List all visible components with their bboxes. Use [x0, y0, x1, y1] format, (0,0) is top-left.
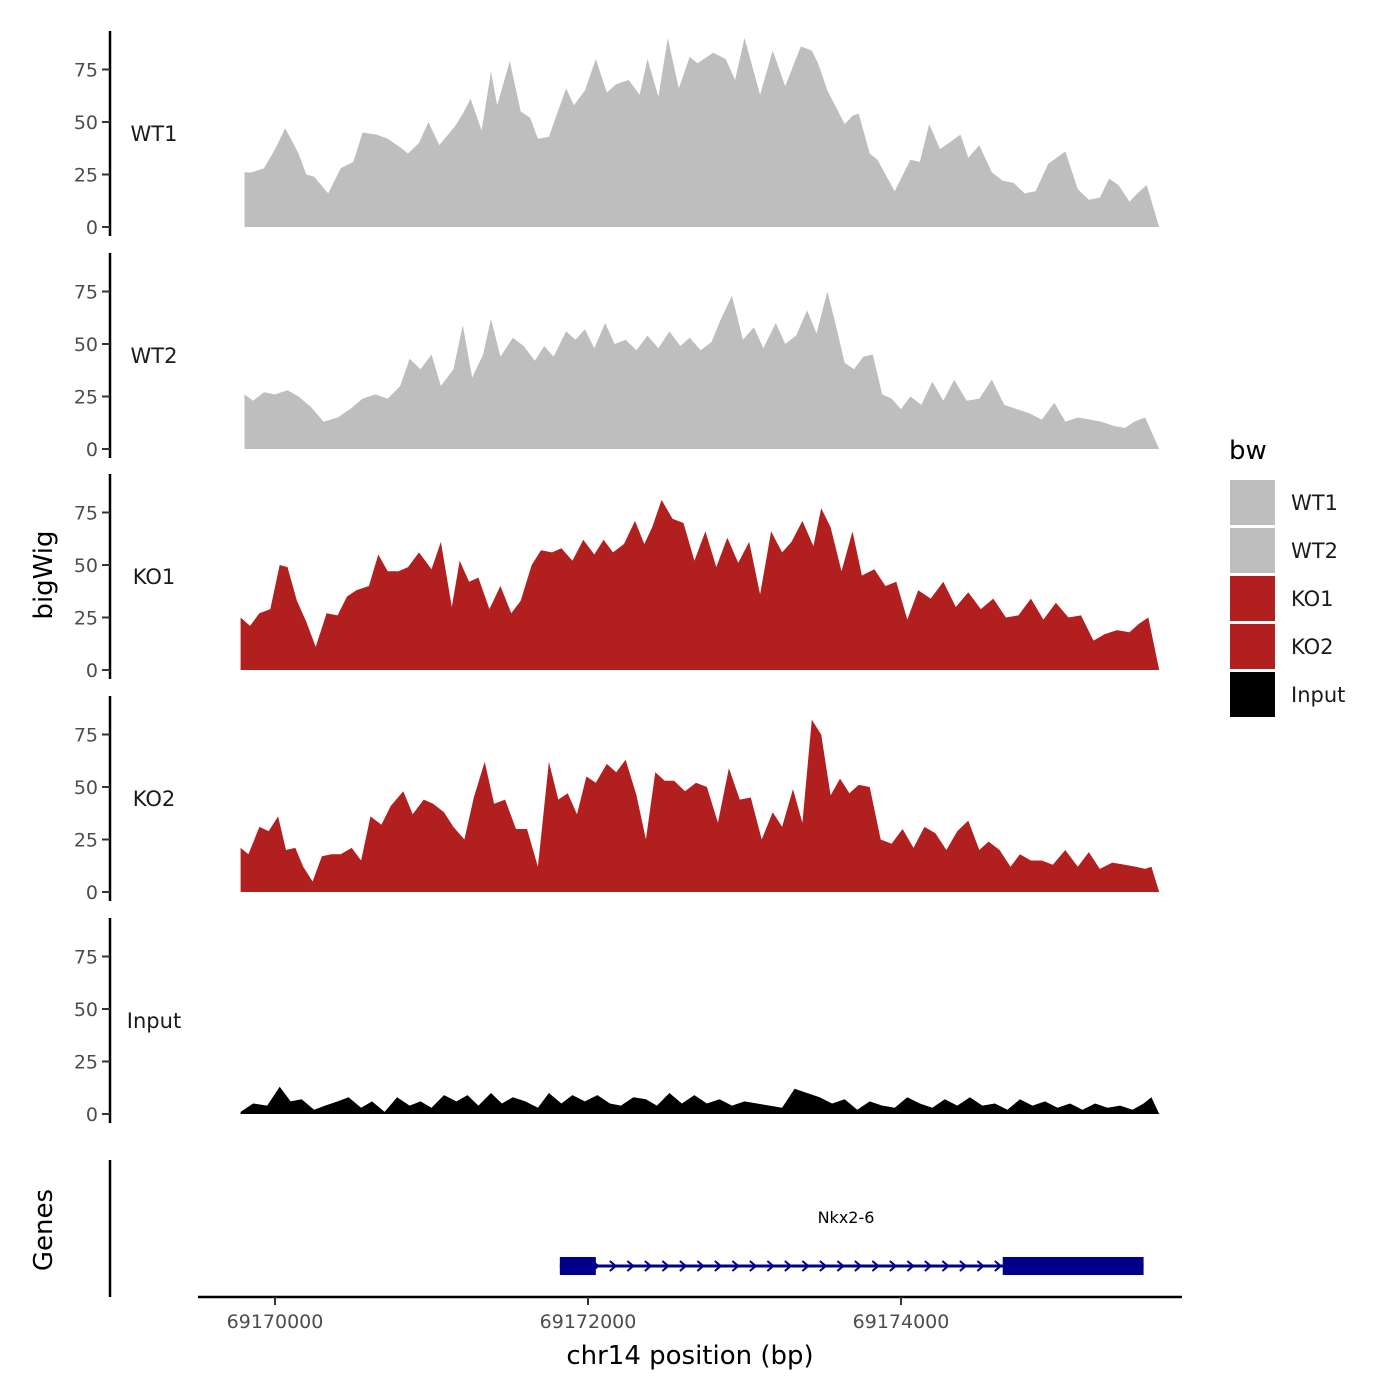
y-tick-label: 50: [74, 555, 98, 577]
legend-key-wt1: [1230, 480, 1275, 525]
strand-arrow: [714, 1260, 723, 1272]
gene-label: Nkx2-6: [818, 1208, 875, 1227]
track-label-wt1: WT1: [131, 122, 178, 146]
genes-track-title: Genes: [29, 1189, 59, 1271]
coverage-area-ko2: [240, 719, 1160, 892]
y-tick-label: 25: [74, 830, 98, 852]
x-tick-label: 69172000: [540, 1311, 637, 1333]
strand-arrow: [819, 1260, 828, 1272]
strand-arrow: [679, 1260, 688, 1272]
y-tick-label: 25: [74, 387, 98, 409]
strand-arrow: [661, 1260, 670, 1272]
strand-arrow: [994, 1260, 1003, 1272]
y-tick-label: 75: [74, 282, 98, 304]
y-tick-label: 0: [86, 882, 98, 904]
strand-arrow: [871, 1260, 880, 1272]
strand-arrow: [959, 1260, 968, 1272]
y-tick-label: 50: [74, 999, 98, 1021]
x-tick-label: 69170000: [227, 1311, 324, 1333]
strand-arrow: [731, 1260, 740, 1272]
strand-arrow: [696, 1260, 705, 1272]
legend-label-ko1: KO1: [1291, 587, 1334, 611]
genes-track: Nkx2-6: [108, 1160, 1144, 1297]
legend-label-ko2: KO2: [1291, 635, 1334, 659]
y-tick-label: 75: [74, 60, 98, 82]
track-label-input: Input: [127, 1009, 181, 1033]
x-tick-label: 69174000: [853, 1311, 950, 1333]
y-tick-label: 75: [74, 503, 98, 525]
legend-key-ko1: [1230, 576, 1275, 621]
y-tick-label: 0: [86, 1104, 98, 1126]
strand-arrow: [749, 1260, 758, 1272]
y-tick-label: 25: [74, 608, 98, 630]
strand-arrow: [766, 1260, 775, 1272]
legend-label-wt1: WT1: [1291, 491, 1338, 515]
legend-key-wt2: [1230, 528, 1275, 573]
legend-label-wt2: WT2: [1291, 539, 1338, 563]
gene-exon: [559, 1257, 596, 1275]
track-label-wt2: WT2: [131, 344, 178, 368]
strand-arrow: [644, 1260, 653, 1272]
strand-arrow: [626, 1260, 635, 1272]
y-tick-label: 75: [74, 725, 98, 747]
strand-arrow: [889, 1260, 898, 1272]
y-tick-label: 0: [86, 439, 98, 461]
strand-arrow: [609, 1260, 618, 1272]
legend-key-ko2: [1230, 624, 1275, 669]
strand-arrow: [801, 1260, 810, 1272]
y-tick-label: 0: [86, 660, 98, 682]
y-tick-label: 75: [74, 947, 98, 969]
y-tick-label: 0: [86, 217, 98, 239]
track-label-ko1: KO1: [133, 565, 176, 589]
x-axis-title: chr14 position (bp): [566, 1341, 813, 1371]
gene-exon: [1002, 1257, 1144, 1275]
legend-title: bw: [1229, 436, 1267, 466]
coverage-area-input: [240, 1086, 1160, 1114]
strand-arrow: [836, 1260, 845, 1272]
coverage-area-ko1: [240, 499, 1160, 670]
coverage-tracks: 0 25 50 75 WT1 0 25 50 75 WT2 0 25 50 75 KO1 0 25 50 75 KO2…: [74, 31, 1160, 1126]
y-tick-label: 50: [74, 112, 98, 134]
legend: bw WT1 WT2 KO1 KO2 Input: [1229, 436, 1345, 717]
y-tick-label: 50: [74, 334, 98, 356]
legend-label-input: Input: [1291, 683, 1345, 707]
track-label-ko2: KO2: [133, 787, 176, 811]
y-tick-label: 25: [74, 165, 98, 187]
x-axis: 69170000 69172000 69174000: [198, 1295, 1182, 1333]
strand-arrow: [906, 1260, 915, 1272]
strand-arrow: [924, 1260, 933, 1272]
strand-arrow: [941, 1260, 950, 1272]
y-tick-label: 25: [74, 1052, 98, 1074]
coverage-area-wt1: [244, 38, 1160, 227]
coverage-area-wt2: [244, 291, 1160, 449]
strand-arrow: [976, 1260, 985, 1272]
strand-arrow: [784, 1260, 793, 1272]
legend-key-input: [1230, 672, 1275, 717]
y-tick-label: 50: [74, 777, 98, 799]
strand-arrow: [854, 1260, 863, 1272]
y-axis-title: bigWig: [29, 530, 59, 619]
